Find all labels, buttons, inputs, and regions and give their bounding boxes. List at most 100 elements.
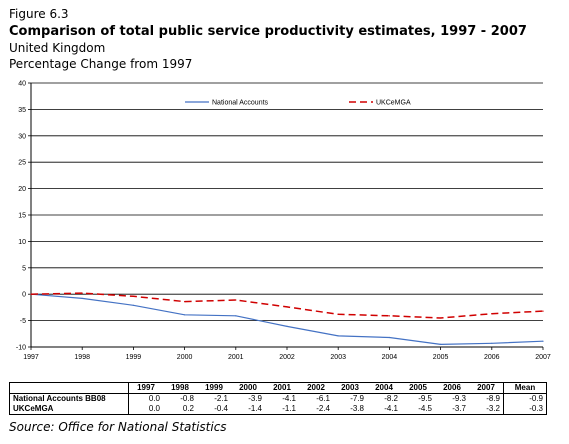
y-tick-label: 40 — [18, 81, 26, 88]
table-column-header: 1997 — [128, 382, 163, 394]
axes: -10 -5 0 5 10 15 20 25 30 35 40 1997 1998 1999 2000 200… — [16, 81, 551, 362]
data-point — [286, 325, 288, 328]
y-tick-label: 25 — [18, 160, 26, 167]
table-cell: -1.1 — [282, 404, 296, 413]
line-chart: -10 -5 0 5 10 15 20 25 30 35 40 1997 1998 1999 2000 200… — [16, 81, 551, 362]
gridlines — [31, 82, 543, 322]
y-tick-label: 5 — [22, 265, 26, 272]
legend-label: National Accounts — [212, 100, 269, 107]
y-tick-label: -5 — [20, 318, 26, 325]
table-row: UKCeMGA 0.0 0.2 -0.4 -1.4 -1.1 -2.4 -3.8 -4.1 -4.… — [9, 404, 547, 415]
table-cell: -3.8 — [350, 404, 364, 413]
data-point — [542, 310, 544, 312]
data-point — [184, 300, 186, 303]
data-point — [337, 313, 339, 315]
table-cell: -2.4 — [316, 404, 330, 413]
table-column-header: 1999 — [197, 382, 231, 394]
table-header-row: 1997 1998 1999 2000 2001 2002 2003 2004 2005 2006… — [9, 382, 547, 394]
x-tick-label: 2007 — [535, 354, 551, 361]
x-tick-label: 2003 — [330, 354, 346, 361]
y-tick-label: 35 — [18, 107, 26, 114]
x-tick-label: 2006 — [484, 354, 500, 361]
data-point — [542, 340, 544, 342]
legend: National Accounts UKCeMGA — [185, 100, 411, 107]
table-cell: -0.8 — [180, 394, 194, 403]
chart-subtitle-measure: Percentage Change from 1997 — [9, 57, 193, 71]
data-point — [388, 315, 390, 317]
data-table: 1997 1998 1999 2000 2001 2002 2003 2004 2005 2006… — [9, 382, 547, 415]
series-line-national-accounts — [30, 293, 544, 345]
table-column-header: 2000 — [231, 382, 265, 394]
table-cell: -9.5 — [418, 394, 432, 403]
x-tick-label: 1999 — [126, 354, 142, 361]
series-line-ukcemga — [30, 292, 544, 319]
source-note: Source: Office for National Statistics — [9, 420, 227, 434]
chart-subtitle-region: United Kingdom — [9, 41, 106, 55]
data-point — [235, 315, 237, 317]
x-tick-label: 2001 — [228, 354, 244, 361]
data-point — [235, 299, 237, 301]
table-column-header: Mean — [503, 382, 547, 394]
table-cell: -4.1 — [384, 404, 398, 413]
x-tick-label: 2005 — [433, 354, 449, 361]
table-row-label: UKCeMGA — [9, 404, 129, 415]
table-cell: -0.9 — [503, 393, 547, 404]
table-cell: 0.0 — [148, 404, 160, 413]
chart-title: Comparison of total public service produ… — [9, 24, 527, 39]
table-cell: -3.9 — [248, 394, 262, 403]
legend-label: UKCeMGA — [376, 100, 411, 107]
data-point — [81, 292, 83, 294]
table-cell: -7.9 — [350, 394, 364, 403]
table-cell: -8.9 — [486, 394, 500, 403]
data-point — [337, 335, 339, 337]
x-tick-label: 1998 — [74, 354, 90, 361]
x-tick-label: 2004 — [382, 354, 398, 361]
y-tick-label: 10 — [18, 239, 26, 246]
table-cell: 0.2 — [182, 404, 194, 413]
table-cell: -0.4 — [214, 404, 228, 413]
data-point — [286, 306, 288, 308]
data-point — [491, 313, 493, 315]
table-column-header: 2002 — [299, 382, 333, 394]
table-corner — [9, 382, 129, 394]
x-tick-label: 2002 — [279, 354, 295, 361]
data-point — [184, 314, 186, 316]
table-column-header: 2006 — [435, 382, 469, 394]
data-point — [81, 297, 83, 300]
y-tick-label: 20 — [18, 186, 26, 193]
y-tick-label: 15 — [18, 213, 26, 220]
table-row-label: National Accounts BB08 — [9, 393, 129, 404]
table-cell: -2.1 — [214, 394, 228, 403]
table-column-header: 2004 — [367, 382, 401, 394]
table-cell: -4.1 — [282, 394, 296, 403]
data-point — [132, 295, 134, 297]
table-body: National Accounts BB08 0.0 -0.8 -2.1 -3.9 -4.… — [9, 393, 547, 415]
table-column-header: 2003 — [333, 382, 367, 394]
data-point — [132, 304, 134, 306]
y-tick-label: -10 — [16, 345, 26, 352]
table-row: National Accounts BB08 0.0 -0.8 -2.1 -3.9 -4.… — [9, 393, 547, 404]
figure-label: Figure 6.3 — [9, 7, 69, 21]
table-cell: -8.2 — [384, 394, 398, 403]
table-column-header: 2007 — [469, 382, 504, 394]
y-tick-label: 30 — [18, 133, 26, 140]
table-column-header: 2001 — [265, 382, 299, 394]
data-point — [440, 317, 442, 319]
table-cell: -6.1 — [316, 394, 330, 403]
data-point — [388, 336, 390, 339]
table-cell: -3.2 — [486, 404, 500, 413]
table-cell: -3.7 — [452, 404, 466, 413]
table-cell: 0.0 — [148, 394, 160, 403]
table-cell: -1.4 — [248, 404, 262, 413]
x-tick-label: 1997 — [23, 354, 39, 361]
series-lines — [30, 292, 544, 345]
y-tick-label: 0 — [22, 292, 26, 299]
x-tick-label: 2000 — [177, 354, 193, 361]
table-column-header: 1998 — [163, 382, 197, 394]
data-point — [440, 343, 442, 345]
data-point — [30, 293, 32, 295]
data-point — [491, 342, 493, 344]
table-column-header: 2005 — [401, 382, 435, 394]
table-cell: -4.5 — [418, 404, 432, 413]
table-cell: -0.3 — [503, 404, 547, 415]
